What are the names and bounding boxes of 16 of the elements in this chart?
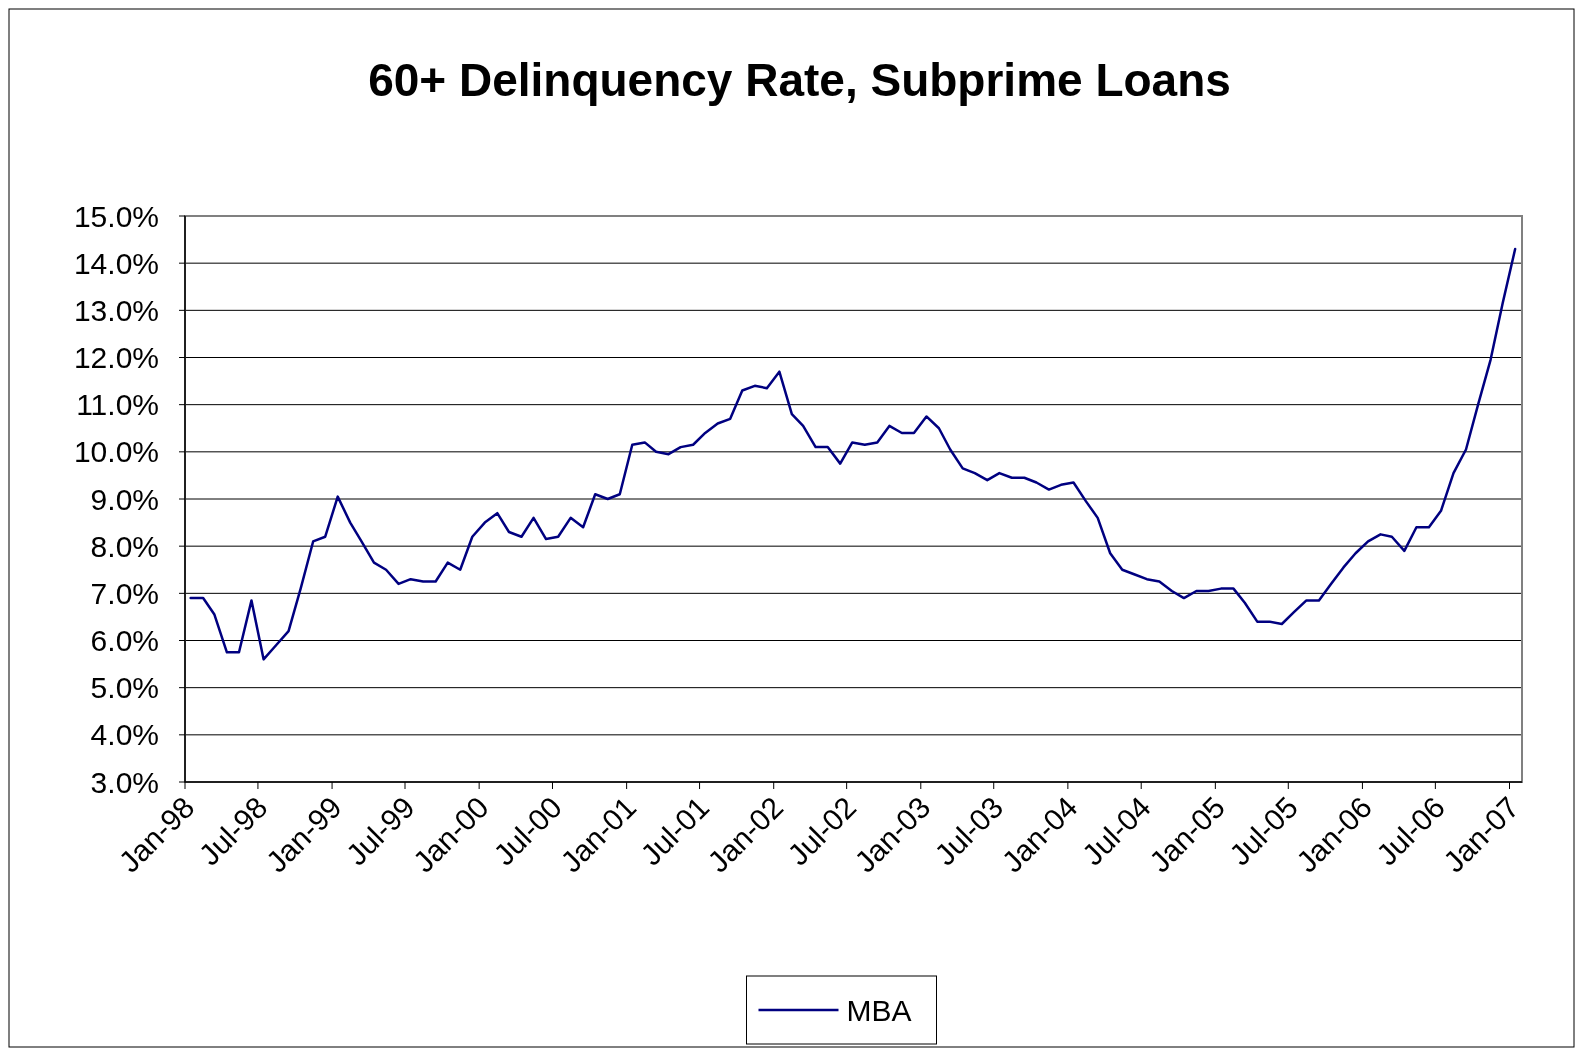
y-tick-label: 3.0% <box>90 765 159 799</box>
y-tick-label: 12.0% <box>73 341 159 374</box>
line-series <box>189 247 1517 661</box>
y-tick-label: 14.0% <box>73 246 159 280</box>
y-tick-label: 4.0% <box>90 718 159 752</box>
y-tick-label: 6.0% <box>90 624 159 657</box>
y-tick-label: 7.0% <box>90 576 159 610</box>
chart-title: 60+ Delinquency Rate, Subprime Loans <box>368 54 1231 106</box>
y-tick-label: 11.0% <box>76 388 159 422</box>
y-tick-label: 13.0% <box>73 293 159 327</box>
y-tick-label: 8.0% <box>90 529 159 563</box>
y-tick-label: 10.0% <box>73 435 159 469</box>
y-tick-label: 9.0% <box>90 482 159 516</box>
legend-label: MBA <box>846 993 912 1027</box>
y-tick-label: 5.0% <box>90 671 159 705</box>
y-tick-label: 15.0% <box>73 199 159 233</box>
